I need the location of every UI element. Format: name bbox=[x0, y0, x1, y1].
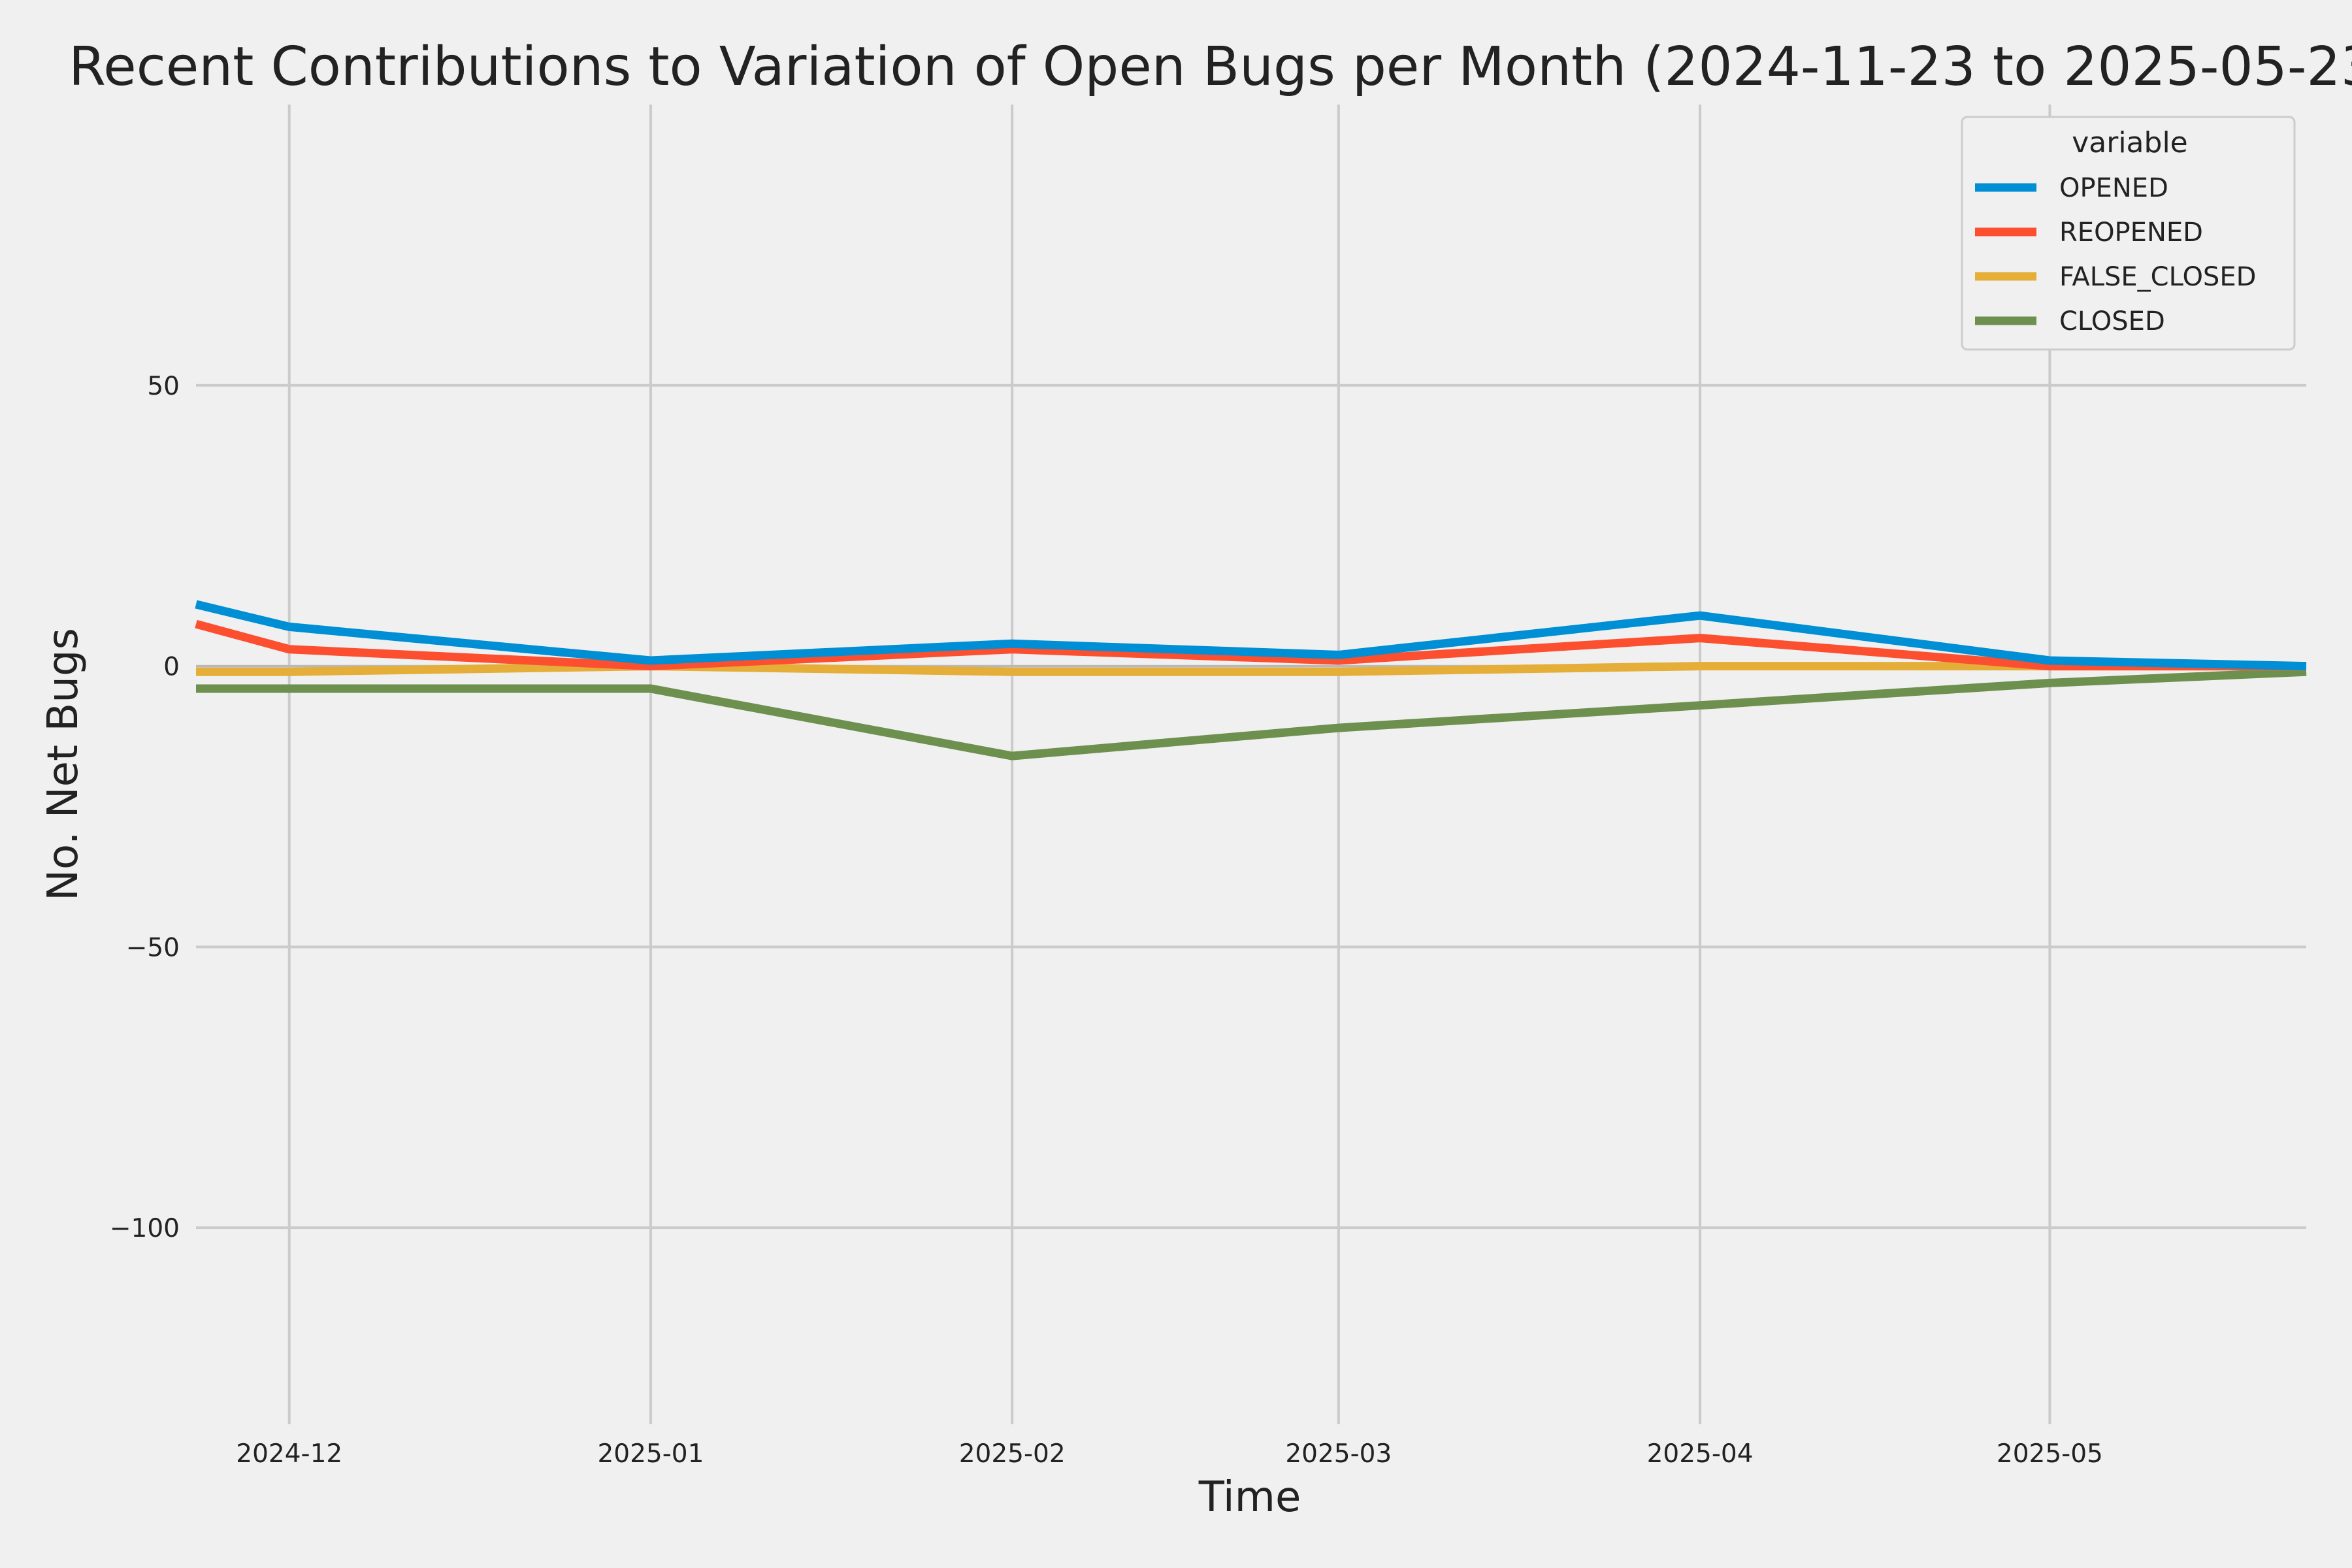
series-line-closed bbox=[196, 667, 2307, 760]
x-tick-label: 2025-01 bbox=[597, 1439, 704, 1469]
series-line-false-closed bbox=[196, 662, 2306, 676]
legend: variable OPENED REOPENED FALSE_CLOSED CLOSE… bbox=[1961, 116, 2296, 351]
y-axis-title: No. Net Bugs bbox=[39, 628, 88, 901]
legend-label: OPENED bbox=[2059, 173, 2168, 203]
legend-label: CLOSED bbox=[2059, 306, 2165, 336]
tick-layer: 2024-12 2025-01 2025-02 2025-03 2025-04 2025-… bbox=[110, 372, 2103, 1469]
y-tick-label: −50 bbox=[126, 933, 180, 962]
legend-label: REOPENED bbox=[2059, 218, 2203, 248]
x-tick-label: 2024-12 bbox=[236, 1439, 342, 1469]
series-line-opened bbox=[195, 600, 2307, 671]
y-tick-label: 50 bbox=[147, 372, 180, 401]
x-axis-title: Time bbox=[1198, 1473, 1301, 1522]
series-layer bbox=[195, 600, 2307, 760]
legend-label: FALSE_CLOSED bbox=[2059, 262, 2256, 292]
x-tick-label: 2025-05 bbox=[1997, 1439, 2103, 1469]
legend-title: variable bbox=[2072, 126, 2188, 159]
x-tick-label: 2025-02 bbox=[959, 1439, 1066, 1469]
y-tick-label: 0 bbox=[163, 653, 180, 682]
legend-box bbox=[1961, 116, 2296, 351]
series-line-reopened bbox=[195, 619, 2306, 671]
y-tick-label: −100 bbox=[110, 1214, 180, 1243]
x-tick-label: 2025-03 bbox=[1285, 1439, 1392, 1469]
chart-title: Recent Contributions to Variation of Ope… bbox=[69, 36, 2352, 98]
x-tick-label: 2025-04 bbox=[1647, 1439, 1754, 1469]
legend-items: OPENED REOPENED FALSE_CLOSED CLOSED bbox=[1975, 173, 2256, 336]
